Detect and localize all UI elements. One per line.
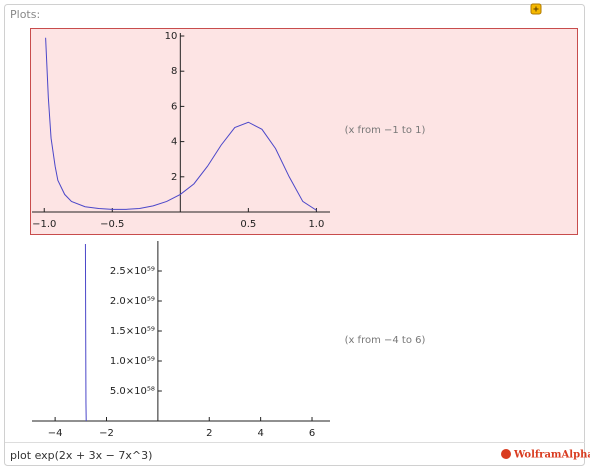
y-tick-label: 2 <box>171 172 177 183</box>
plot-curve <box>84 243 87 422</box>
x-tick-label: 4 <box>257 428 263 439</box>
x-tick-label: 2 <box>206 428 212 439</box>
brand-icon <box>501 449 511 459</box>
hover-highlight[interactable] <box>30 28 578 235</box>
x-tick-label: −2 <box>99 428 114 439</box>
y-tick-label: 8 <box>171 66 177 77</box>
x-tick-label: 6 <box>309 428 315 439</box>
x-tick-label: −1.0 <box>32 219 56 230</box>
brand-logo: WolframAlpha <box>513 450 590 461</box>
plot-curve <box>45 37 317 211</box>
y-tick-label: 4 <box>171 137 177 148</box>
expand-icon <box>533 6 539 12</box>
x-tick-label: −4 <box>48 428 63 439</box>
x-tick-label: −0.5 <box>100 219 124 230</box>
y-tick-label: 6 <box>171 101 177 112</box>
range-note: (x from −1 to 1) <box>345 125 426 136</box>
y-tick-label: 2.5×10⁵⁹ <box>110 266 155 277</box>
pod-title: Plots: <box>10 8 40 21</box>
y-tick-label: 10 <box>165 31 178 42</box>
y-tick-label: 5.0×10⁵⁸ <box>110 386 155 397</box>
y-tick-label: 1.5×10⁵⁹ <box>110 326 155 337</box>
y-tick-label: 1.0×10⁵⁹ <box>110 356 155 367</box>
y-tick-label: 2.0×10⁵⁹ <box>110 296 155 307</box>
x-tick-label: 1.0 <box>308 219 324 230</box>
x-tick-label: 0.5 <box>240 219 256 230</box>
range-note: (x from −4 to 6) <box>345 335 426 346</box>
input-text: plot exp(2x + 3x − 7x^3) <box>10 449 152 462</box>
